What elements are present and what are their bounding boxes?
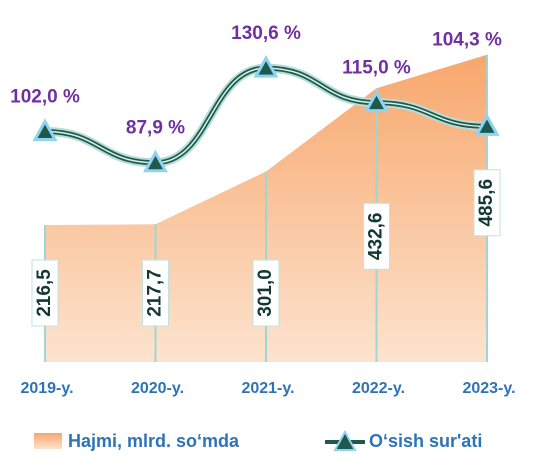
data-label: 217,7 xyxy=(145,269,166,317)
data-label: 102,0 % xyxy=(10,86,80,107)
legend-label: O‘sish sur'ati xyxy=(369,431,482,451)
x-tick-label: 2023-y. xyxy=(462,380,515,397)
marker xyxy=(32,118,58,141)
data-label: 485,6 xyxy=(476,179,497,227)
x-tick-label: 2021-y. xyxy=(241,380,294,397)
data-label: 432,6 xyxy=(366,213,387,261)
marker xyxy=(253,54,279,78)
legend-swatch xyxy=(34,433,62,449)
marker xyxy=(142,149,169,173)
data-label: 115,0 % xyxy=(342,58,411,79)
data-label: 301,0 xyxy=(255,269,276,317)
x-tick-label: 2020-y. xyxy=(131,380,184,397)
data-label: 216,5 xyxy=(34,269,55,317)
legend-marker xyxy=(333,429,357,451)
label-box xyxy=(142,259,169,327)
marker xyxy=(363,89,390,113)
data-label: 104,3 % xyxy=(432,29,502,50)
label-box xyxy=(31,259,59,327)
x-tick-label: 2019-y. xyxy=(20,380,73,397)
legend-label: Hajmi, mlrd. so‘mda xyxy=(68,431,240,451)
label-box xyxy=(473,169,501,237)
data-label: 130,6 % xyxy=(231,23,301,44)
label-box xyxy=(363,202,390,270)
x-tick-label: 2022-y. xyxy=(352,380,405,397)
marker xyxy=(474,113,500,136)
data-label: 87,9 % xyxy=(126,118,185,139)
label-box xyxy=(252,259,280,327)
